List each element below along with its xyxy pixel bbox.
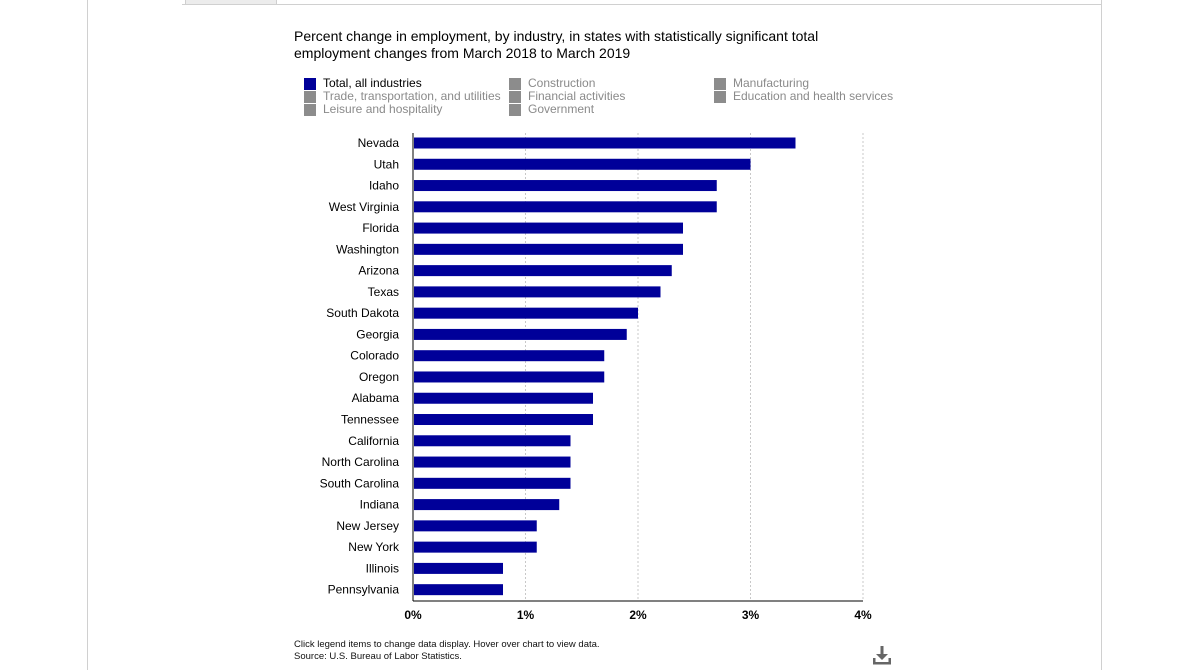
category-label: South Dakota <box>326 306 399 320</box>
category-label: Oregon <box>359 370 399 384</box>
footnote-source: Source: U.S. Bureau of Labor Statistics. <box>294 651 462 662</box>
bar-indiana[interactable] <box>414 499 560 511</box>
category-label: South Carolina <box>320 476 400 490</box>
category-label: Alabama <box>352 391 400 405</box>
category-label: Texas <box>368 285 399 299</box>
bar-west-virginia[interactable] <box>414 201 717 213</box>
bar-north-carolina[interactable] <box>414 456 571 468</box>
legend-label: Total, all industries <box>323 76 422 90</box>
legend-item-leisure-and-hospitality[interactable]: Leisure and hospitality <box>304 103 442 116</box>
category-label: Utah <box>374 157 399 171</box>
bar-utah[interactable] <box>414 158 751 170</box>
category-label: Illinois <box>366 561 399 575</box>
legend-label: Financial activities <box>528 89 626 103</box>
category-label: Arizona <box>358 264 399 278</box>
category-label: New York <box>348 540 400 554</box>
legend-item-government[interactable]: Government <box>509 103 594 116</box>
category-label: West Virginia <box>329 200 400 214</box>
legend-label: Government <box>528 102 595 116</box>
legend-swatch <box>509 77 521 90</box>
bar-texas[interactable] <box>414 286 661 298</box>
legend-item-financial-activities[interactable]: Financial activities <box>509 90 625 103</box>
tab-strip-border <box>182 4 1101 5</box>
bar-south-carolina[interactable] <box>414 477 571 489</box>
bar-georgia[interactable] <box>414 328 627 340</box>
legend-swatch <box>304 90 316 103</box>
category-label: California <box>348 434 399 448</box>
category-label: Tennessee <box>341 413 399 427</box>
category-label: Indiana <box>360 498 400 512</box>
category-label: North Carolina <box>322 455 400 469</box>
x-tick-label: 3% <box>742 608 760 622</box>
chart-title-line-2: employment changes from March 2018 to Ma… <box>294 45 631 61</box>
bar-illinois[interactable] <box>414 562 503 574</box>
bar-california[interactable] <box>414 435 571 447</box>
category-label: Pennsylvania <box>328 583 400 597</box>
category-label: Florida <box>362 221 399 235</box>
legend-item-construction[interactable]: Construction <box>509 77 595 90</box>
tab-stub[interactable] <box>185 0 277 4</box>
bar-tennessee[interactable] <box>414 414 593 426</box>
category-label: Georgia <box>356 327 399 341</box>
category-label: Nevada <box>358 136 400 150</box>
legend-item-education-and-health-services[interactable]: Education and health services <box>714 90 893 103</box>
legend-swatch <box>714 90 726 103</box>
legend-item-trade-transportation-and-utilities[interactable]: Trade, transportation, and utilities <box>304 90 501 103</box>
legend-swatch <box>509 103 521 116</box>
frame-right-border <box>1101 0 1102 670</box>
x-tick-label: 2% <box>629 608 647 622</box>
footnote-instructions: Click legend items to change data displa… <box>294 639 600 650</box>
bar-colorado[interactable] <box>414 350 605 362</box>
bar-south-dakota[interactable] <box>414 307 638 319</box>
legend-swatch <box>304 77 316 90</box>
chart-title-line-1: Percent change in employment, by industr… <box>294 28 819 44</box>
bar-washington[interactable] <box>414 243 683 255</box>
legend-item-total-all-industries[interactable]: Total, all industries <box>304 77 422 90</box>
legend-label: Trade, transportation, and utilities <box>323 89 501 103</box>
bar-new-jersey[interactable] <box>414 520 537 532</box>
legend-label: Manufacturing <box>733 76 810 90</box>
bar-oregon[interactable] <box>414 371 605 383</box>
bar-idaho[interactable] <box>414 180 717 192</box>
bar-new-york[interactable] <box>414 541 537 553</box>
chart-footnote: Click legend items to change data displa… <box>294 639 600 663</box>
legend-label: Construction <box>528 76 596 90</box>
category-label: Washington <box>336 242 399 256</box>
legend-label: Education and health services <box>733 89 894 103</box>
legend-swatch <box>509 90 521 103</box>
legend-label: Leisure and hospitality <box>323 102 443 116</box>
bar-alabama[interactable] <box>414 392 593 404</box>
legend-swatch <box>714 77 726 90</box>
download-icon[interactable] <box>871 645 893 667</box>
category-label: New Jersey <box>336 519 399 533</box>
bar-arizona[interactable] <box>414 265 672 277</box>
category-label: Colorado <box>350 349 399 363</box>
category-label: Idaho <box>369 179 399 193</box>
bar-nevada[interactable] <box>414 137 796 149</box>
bar-florida[interactable] <box>414 222 683 234</box>
bar-pennsylvania[interactable] <box>414 584 503 596</box>
legend-item-manufacturing[interactable]: Manufacturing <box>714 77 809 90</box>
chart-title: Percent change in employment, by industr… <box>294 28 894 62</box>
x-tick-label: 4% <box>854 608 872 622</box>
legend-swatch <box>304 103 316 116</box>
x-tick-label: 1% <box>517 608 535 622</box>
x-tick-label: 0% <box>404 608 422 622</box>
frame-left-border <box>87 0 88 670</box>
